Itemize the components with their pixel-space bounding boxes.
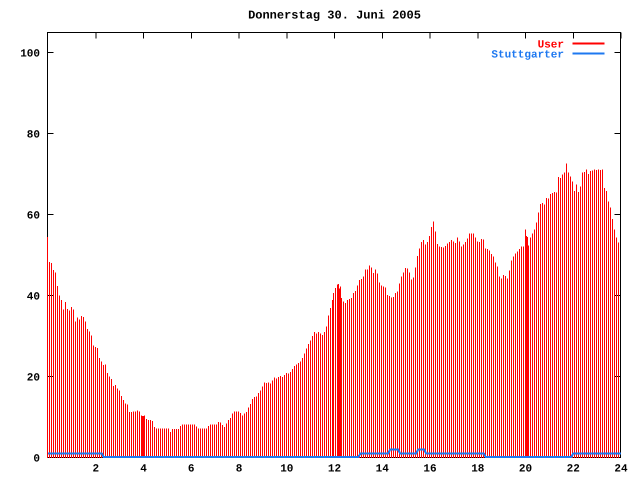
svg-text:10: 10 xyxy=(280,464,293,476)
svg-text:Donnerstag 30. Juni 2005: Donnerstag 30. Juni 2005 xyxy=(248,9,421,23)
svg-text:0: 0 xyxy=(33,454,40,466)
svg-text:14: 14 xyxy=(376,464,390,476)
svg-text:100: 100 xyxy=(20,49,40,61)
svg-text:8: 8 xyxy=(236,464,243,476)
svg-text:Stuttgarter: Stuttgarter xyxy=(491,50,564,62)
svg-text:24: 24 xyxy=(614,464,628,476)
svg-text:12: 12 xyxy=(328,464,341,476)
svg-text:2: 2 xyxy=(92,464,99,476)
svg-text:60: 60 xyxy=(27,211,40,223)
svg-text:6: 6 xyxy=(188,464,195,476)
svg-text:22: 22 xyxy=(567,464,580,476)
svg-text:4: 4 xyxy=(140,464,147,476)
svg-text:20: 20 xyxy=(519,464,532,476)
svg-text:User: User xyxy=(538,40,564,52)
svg-text:40: 40 xyxy=(27,292,40,304)
svg-text:80: 80 xyxy=(27,130,40,142)
svg-text:16: 16 xyxy=(423,464,436,476)
svg-text:20: 20 xyxy=(27,373,40,385)
svg-text:18: 18 xyxy=(471,464,485,476)
